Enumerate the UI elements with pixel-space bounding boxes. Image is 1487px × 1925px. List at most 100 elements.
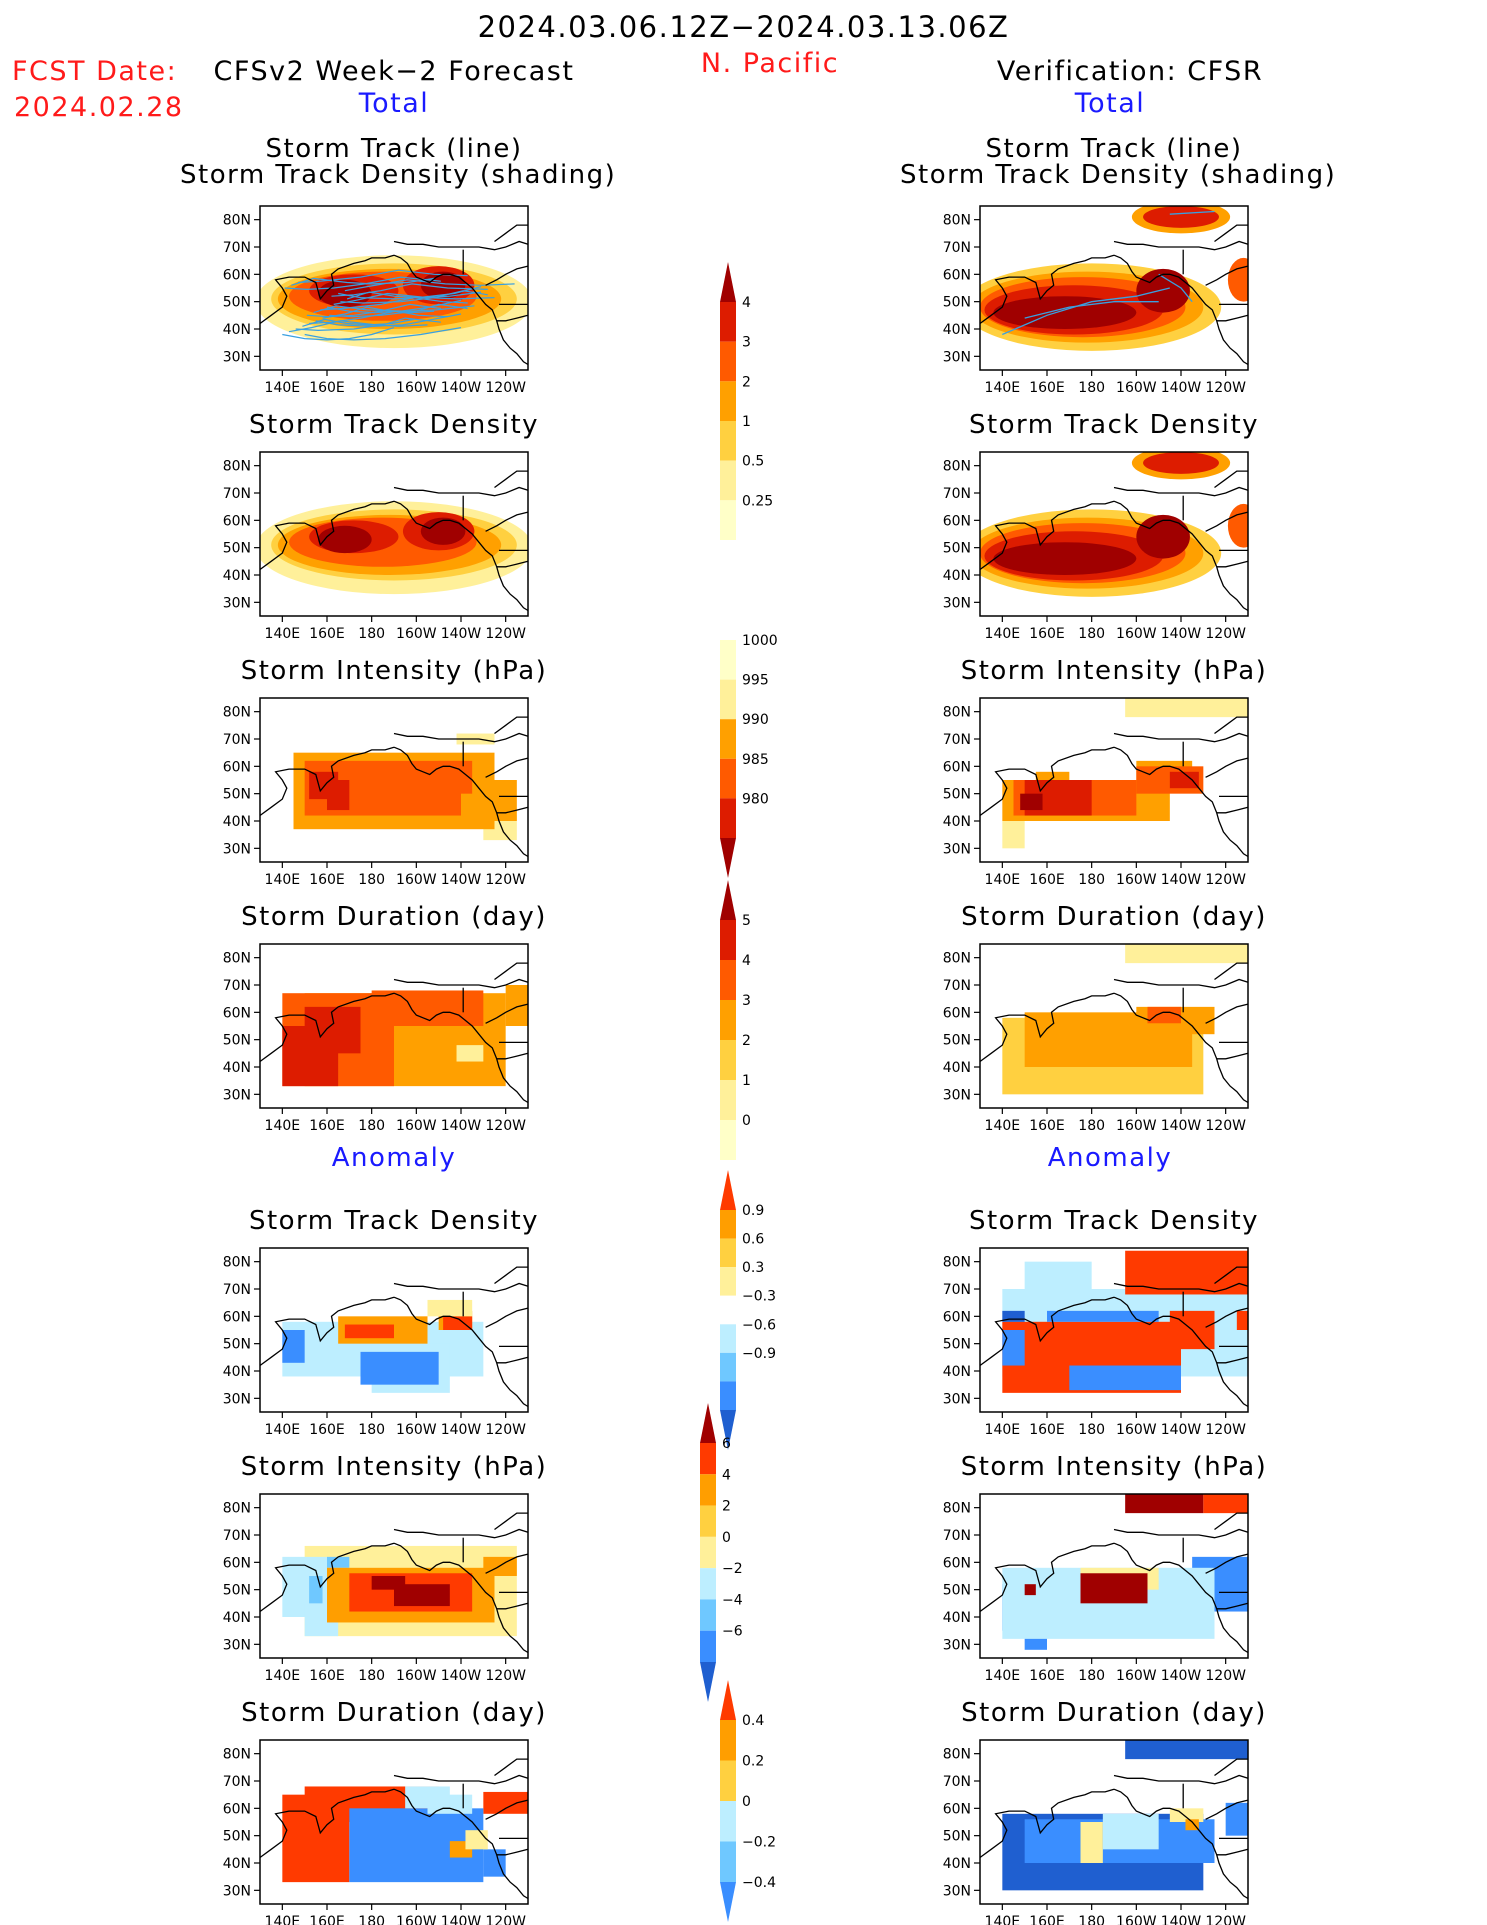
lat-tick-label: 50N — [223, 1583, 251, 1599]
lat-tick-label: 50N — [943, 1033, 971, 1049]
colorbar-label: 0.2 — [742, 1754, 764, 1770]
lon-tick-label: 140W — [441, 380, 482, 396]
lat-tick-label: 30N — [943, 1883, 971, 1899]
lat-tick-label: 80N — [223, 705, 251, 721]
lon-tick-label: 160E — [309, 1422, 345, 1438]
coastline — [494, 1512, 528, 1531]
colorbar-label: 995 — [742, 673, 769, 689]
colorbar-segment — [700, 1630, 716, 1662]
lat-tick-label: 30N — [943, 1087, 971, 1103]
lon-tick-label: 140E — [265, 626, 301, 642]
shade-cell — [427, 1299, 473, 1317]
lon-tick-label: 120W — [485, 1118, 526, 1134]
lat-tick-label: 80N — [223, 459, 251, 475]
panel-title-dens-left: Storm Track Density — [248, 410, 540, 440]
lon-tick-label: 140E — [265, 1118, 301, 1134]
map-frame-dur-left: 80N 70N 60N 50N 40N 30N 140E 160E 180 160W 140W 120… — [223, 943, 529, 1134]
coastline — [393, 732, 529, 743]
storm-track-line — [315, 313, 462, 327]
lon-tick-label: 160E — [309, 1668, 345, 1684]
lon-tick-label: 140E — [985, 380, 1021, 396]
coastline — [1214, 1266, 1248, 1285]
lon-tick-label: 120W — [1205, 1118, 1246, 1134]
lat-tick-label: 30N — [223, 595, 251, 611]
coastline — [1205, 1799, 1249, 1820]
lat-tick-label: 70N — [943, 1774, 971, 1790]
shade-cell — [282, 1330, 305, 1363]
map-frame-aint-left: 80N 70N 60N 50N 40N 30N 140E 160E 180 160W 140W 120… — [223, 1493, 529, 1684]
lon-tick-label: 120W — [1205, 1914, 1246, 1925]
lon-tick-label: 160E — [1029, 626, 1065, 642]
shade-blob — [993, 296, 1137, 329]
coastline — [1113, 500, 1249, 612]
shade-cell — [1047, 1310, 1159, 1322]
map-frame-aint-right: 80N 70N 60N 50N 40N 30N 140E 160E 180 160W 140W 120… — [943, 1493, 1249, 1684]
shade-cell — [1002, 1330, 1025, 1366]
shade-cell — [1185, 1819, 1199, 1831]
lon-tick-label: 140W — [441, 1118, 482, 1134]
lat-tick-label: 60N — [943, 1005, 971, 1021]
map-shading-aint-right — [1002, 1494, 1248, 1650]
colorbar-label: 4 — [722, 1467, 731, 1483]
coastline — [1113, 992, 1249, 1104]
lon-tick-label: 160W — [1116, 1422, 1157, 1438]
lat-tick-label: 70N — [223, 978, 251, 994]
shade-cell — [1125, 1494, 1204, 1514]
lat-tick-label: 80N — [943, 1255, 971, 1271]
storm-track-line — [1024, 301, 1159, 319]
map-border — [259, 451, 529, 617]
colorbar-segment — [720, 920, 736, 960]
lon-tick-label: 180 — [1078, 1914, 1105, 1925]
lon-tick-label: 120W — [485, 626, 526, 642]
map-border — [979, 1247, 1249, 1413]
coastline — [1214, 224, 1248, 243]
shade-cell — [1169, 771, 1199, 789]
shade-blob — [1227, 257, 1248, 302]
shade-cell — [1080, 1822, 1103, 1863]
coastline — [1216, 1602, 1249, 1610]
lat-tick-label: 50N — [223, 1337, 251, 1353]
lon-tick-label: 180 — [358, 626, 385, 642]
lon-tick-label: 140E — [985, 1422, 1021, 1438]
storm-track-line — [329, 303, 468, 318]
lon-tick-label: 160E — [309, 1914, 345, 1925]
colorbar-label: 985 — [742, 752, 769, 768]
lon-tick-label: 140W — [441, 1422, 482, 1438]
shade-blob — [1136, 514, 1190, 559]
colorbar-segment — [720, 1841, 736, 1882]
region-label: N. Pacific — [700, 48, 840, 79]
map-frame-dens-left: 80N 70N 60N 50N 40N 30N 140E 160E 180 160W 140W 120… — [223, 451, 529, 642]
map-shading-dens-left — [260, 501, 528, 595]
coastline — [485, 1553, 529, 1574]
colorbar-label: 2 — [722, 1499, 731, 1515]
shade-blob — [1143, 206, 1219, 228]
lat-tick-label: 30N — [943, 841, 971, 857]
coastline — [979, 500, 1115, 571]
coastline — [1216, 1848, 1249, 1856]
lat-tick-label: 40N — [223, 1610, 251, 1626]
shade-blob — [1227, 503, 1248, 548]
coastline — [979, 746, 1115, 817]
panel-title-adur-right: Storm Duration (day) — [961, 1698, 1267, 1728]
coastline — [393, 240, 529, 251]
shade-cell — [1080, 1573, 1148, 1604]
colorbar-segment — [720, 1295, 736, 1325]
shade-cell — [456, 1045, 484, 1062]
lat-tick-label: 60N — [943, 513, 971, 529]
map-border — [259, 205, 529, 371]
map-border — [259, 697, 529, 863]
lon-tick-label: 140E — [985, 1118, 1021, 1134]
shade-cell — [1169, 1808, 1204, 1822]
map-shading-aint-left — [282, 1545, 517, 1637]
colorbar-segment — [720, 1381, 736, 1410]
lon-tick-label: 140E — [265, 1422, 301, 1438]
storm-track-line — [304, 327, 462, 341]
lon-tick-label: 160W — [1116, 1118, 1157, 1134]
lon-tick-label: 160E — [309, 380, 345, 396]
shade-cell — [360, 1351, 439, 1385]
lat-tick-label: 80N — [223, 951, 251, 967]
colorbar-segment — [700, 1443, 716, 1475]
lat-tick-label: 70N — [943, 240, 971, 256]
colorbar-label: 1000 — [742, 633, 778, 649]
panel-title-track-right-0: Storm Track (line) — [985, 134, 1243, 164]
